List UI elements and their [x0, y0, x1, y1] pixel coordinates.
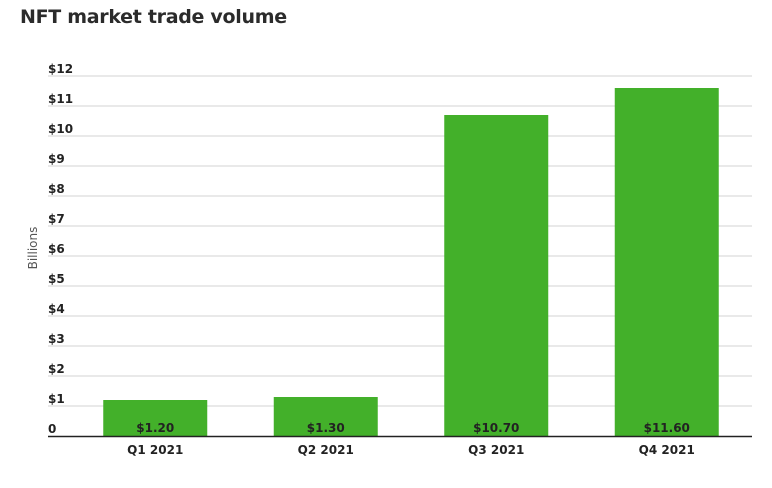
bar-value-label: $11.60	[644, 421, 690, 435]
bar	[614, 88, 719, 436]
x-tick-label: Q4 2021	[639, 443, 695, 457]
y-tick-label: $3	[48, 332, 65, 346]
y-tick-label: $7	[48, 212, 65, 226]
bar-value-label: $1.30	[307, 421, 345, 435]
y-tick-label: $4	[48, 302, 65, 316]
y-tick-label: $6	[48, 242, 65, 256]
x-tick-label: Q1 2021	[127, 443, 183, 457]
bar	[273, 397, 378, 436]
x-tick-label: Q3 2021	[468, 443, 524, 457]
y-axis-ticks: 0 $1 $2 $3 $4 $5 $6 $7 $8 $9 $10 $11 $12	[48, 62, 73, 436]
x-axis-categories: Q1 2021 Q2 2021 Q3 2021 Q4 2021	[127, 443, 695, 457]
y-tick-label: $5	[48, 272, 65, 286]
y-tick-label: 0	[48, 422, 56, 436]
data-labels: $1.20 $1.30 $10.70 $11.60	[136, 421, 690, 435]
y-tick-label: $10	[48, 122, 73, 136]
y-tick-label: $8	[48, 182, 65, 196]
y-axis-label: Billions	[26, 227, 40, 270]
bar	[103, 400, 208, 436]
y-tick-label: $11	[48, 92, 73, 106]
bar	[444, 115, 549, 436]
bars	[103, 88, 719, 436]
y-tick-label: $12	[48, 62, 73, 76]
y-tick-label: $2	[48, 362, 65, 376]
bar-value-label: $10.70	[473, 421, 519, 435]
x-tick-label: Q2 2021	[298, 443, 354, 457]
y-tick-label: $9	[48, 152, 65, 166]
bar-value-label: $1.20	[136, 421, 174, 435]
chart-title: NFT market trade volume	[20, 6, 287, 28]
y-tick-label: $1	[48, 392, 65, 406]
